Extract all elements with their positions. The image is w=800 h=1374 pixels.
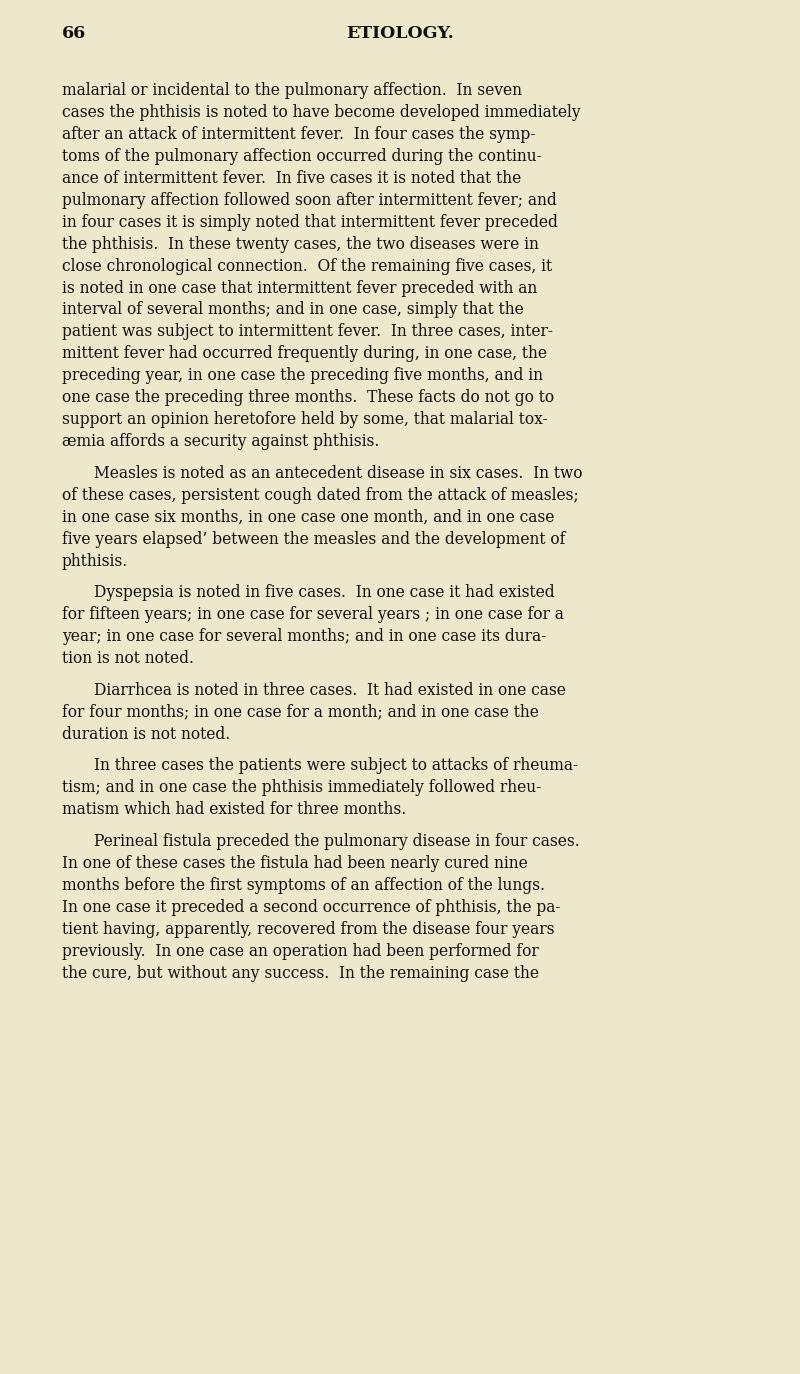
Text: Diarrhcea is noted in three cases.  It had existed in one case: Diarrhcea is noted in three cases. It ha… [94,682,566,699]
Text: cases the phthisis is noted to have become developed immediately: cases the phthisis is noted to have beco… [62,104,581,121]
Text: tism; and in one case the phthisis immediately followed rheu-: tism; and in one case the phthisis immed… [62,779,542,796]
Text: malarial or incidental to the pulmonary affection.  In seven: malarial or incidental to the pulmonary … [62,82,522,99]
Text: for four months; in one case for a month; and in one case the: for four months; in one case for a month… [62,703,539,721]
Text: In three cases the patients were subject to attacks of rheuma-: In three cases the patients were subject… [94,757,578,775]
Text: support an opinion heretofore held by some, that malarial tox-: support an opinion heretofore held by so… [62,411,548,429]
Text: duration is not noted.: duration is not noted. [62,725,230,742]
Text: after an attack of intermittent fever.  In four cases the symp-: after an attack of intermittent fever. I… [62,126,535,143]
Text: close chronological connection.  Of the remaining five cases, it: close chronological connection. Of the r… [62,257,552,275]
Text: Measles is noted as an antecedent disease in six cases.  In two: Measles is noted as an antecedent diseas… [94,464,582,482]
Text: mittent fever had occurred frequently during, in one case, the: mittent fever had occurred frequently du… [62,345,547,363]
Text: Perineal fistula preceded the pulmonary disease in four cases.: Perineal fistula preceded the pulmonary … [94,833,580,851]
Text: the phthisis.  In these twenty cases, the two diseases were in: the phthisis. In these twenty cases, the… [62,235,539,253]
Text: In one of these cases the fistula had been nearly cured nine: In one of these cases the fistula had be… [62,855,528,871]
Text: interval of several months; and in one case, simply that the: interval of several months; and in one c… [62,301,524,319]
Text: in one case six months, in one case one month, and in one case: in one case six months, in one case one … [62,508,554,526]
Text: matism which had existed for three months.: matism which had existed for three month… [62,801,406,818]
Text: tion is not noted.: tion is not noted. [62,650,194,666]
Text: toms of the pulmonary affection occurred during the continu-: toms of the pulmonary affection occurred… [62,148,542,165]
Text: in four cases it is simply noted that intermittent fever preceded: in four cases it is simply noted that in… [62,214,558,231]
Text: tient having, apparently, recovered from the disease four years: tient having, apparently, recovered from… [62,921,554,937]
Text: months before the first symptoms of an affection of the lungs.: months before the first symptoms of an a… [62,877,545,893]
Text: year; in one case for several months; and in one case its dura-: year; in one case for several months; an… [62,628,546,646]
Text: pulmonary affection followed soon after intermittent fever; and: pulmonary affection followed soon after … [62,192,557,209]
Text: five years elapsed’ between the measles and the development of: five years elapsed’ between the measles … [62,530,566,548]
Text: one case the preceding three months.  These facts do not go to: one case the preceding three months. The… [62,389,554,407]
Text: of these cases, persistent cough dated from the attack of measles;: of these cases, persistent cough dated f… [62,486,578,504]
Text: ETIOLOGY.: ETIOLOGY. [346,25,454,43]
Text: Dyspepsia is noted in five cases.  In one case it had existed: Dyspepsia is noted in five cases. In one… [94,584,554,602]
Text: patient was subject to intermittent fever.  In three cases, inter-: patient was subject to intermittent feve… [62,323,553,341]
Text: previously.  In one case an operation had been performed for: previously. In one case an operation had… [62,943,538,959]
Text: is noted in one case that intermittent fever preceded with an: is noted in one case that intermittent f… [62,279,538,297]
Text: æmia affords a security against phthisis.: æmia affords a security against phthisis… [62,433,379,451]
Text: the cure, but without any success.  In the remaining case the: the cure, but without any success. In th… [62,965,539,981]
Text: preceding year, in one case the preceding five months, and in: preceding year, in one case the precedin… [62,367,543,385]
Text: 66: 66 [62,25,86,43]
Text: ance of intermittent fever.  In five cases it is noted that the: ance of intermittent fever. In five case… [62,170,522,187]
Text: phthisis.: phthisis. [62,552,128,570]
Text: for fifteen years; in one case for several years ; in one case for a: for fifteen years; in one case for sever… [62,606,564,624]
Text: In one case it preceded a second occurrence of phthisis, the pa-: In one case it preceded a second occurre… [62,899,561,915]
